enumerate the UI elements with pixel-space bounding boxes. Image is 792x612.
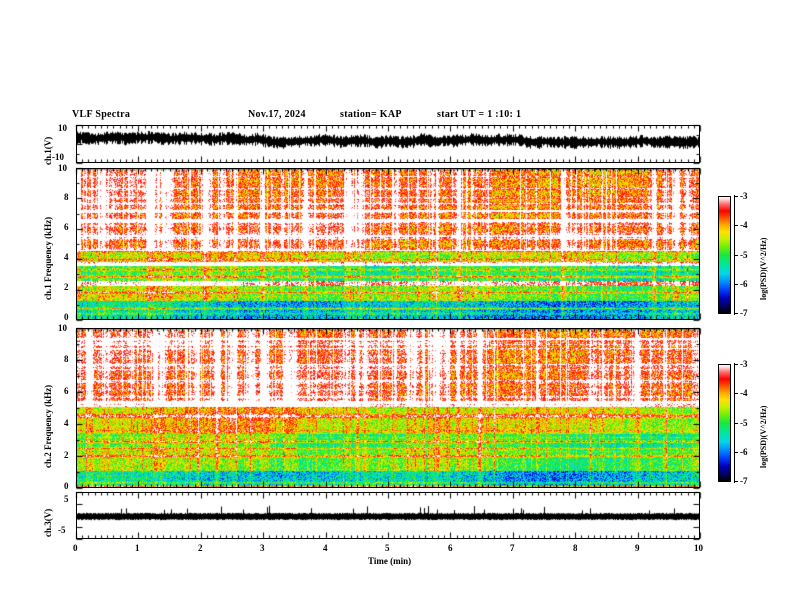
ch3-wave-tick-hi: 5	[64, 494, 69, 504]
cb2-tick-mark-1	[734, 393, 738, 394]
x-tick-5: 5	[385, 543, 390, 553]
cb1-tick-mark-2	[734, 255, 738, 256]
cb1-tick-label-5: -5	[740, 250, 748, 260]
ch1-spec-axis-label: ch.1 Frequency (kHz)	[43, 216, 53, 300]
ch2-spec-tick-4: 4	[64, 418, 69, 428]
colorbar-ch2	[718, 364, 731, 482]
x-tick-7: 7	[510, 543, 515, 553]
x-tick-1: 1	[135, 543, 140, 553]
x-tick-8: 8	[573, 543, 578, 553]
ch3-wave-tick-lo: -5	[58, 525, 66, 535]
header-date: Nov.17, 2024	[248, 109, 306, 120]
cb1-tick-mark-1	[734, 225, 738, 226]
ch1-spec-tick-10: 10	[58, 163, 67, 173]
cb2-tick-label-6: -6	[740, 447, 748, 457]
ch1-spec-tick-2: 2	[64, 282, 69, 292]
ch2-spectrogram-image	[77, 329, 699, 487]
cb2-tick-mark-4	[734, 481, 738, 482]
ch1-spec-tick-8: 8	[64, 192, 69, 202]
x-axis-label: Time (min)	[368, 556, 412, 566]
cb2-tick-label-5: -5	[740, 418, 748, 428]
x-tick-6: 6	[448, 543, 453, 553]
header-station: station= KAP	[340, 109, 402, 120]
cb1-tick-label-6: -6	[740, 279, 748, 289]
x-tick-4: 4	[323, 543, 328, 553]
cb2-tick-mark-3	[734, 452, 738, 453]
ch2-spec-tick-0: 0	[64, 481, 69, 491]
ch1-waveform-trace	[77, 126, 699, 162]
ch2-spec-tick-6: 6	[64, 386, 69, 396]
ch3-waveform-panel	[76, 492, 700, 539]
ch2-spec-axis-label: ch.2 Frequency (kHz)	[43, 384, 53, 468]
ch2-spec-tick-8: 8	[64, 354, 69, 364]
x-tick-3: 3	[260, 543, 265, 553]
ch1-wave-tick-hi: 10	[58, 123, 67, 133]
cb2-tick-mark-0	[734, 364, 738, 365]
colorbar-ch1-label: log(PSD)(V^2/Hz)	[759, 237, 768, 300]
x-tick-2: 2	[198, 543, 203, 553]
cb2-tick-label-7: -7	[740, 476, 748, 486]
ch1-wave-tick-lo: -10	[52, 152, 64, 162]
cb1-tick-label-4: -4	[740, 220, 748, 230]
cb1-tick-label-3: -3	[740, 191, 748, 201]
ch3-wave-axis-label: ch.3(V)	[43, 508, 53, 537]
ch1-spectrogram-image	[77, 169, 699, 319]
cb2-tick-label-3: -3	[740, 359, 748, 369]
page-title: VLF Spectra	[72, 109, 131, 120]
colorbar-ch2-label: log(PSD)(V^2/Hz)	[759, 405, 768, 468]
cb2-tick-mark-2	[734, 423, 738, 424]
colorbar-ch1	[718, 196, 731, 314]
cb1-tick-label-7: -7	[740, 308, 748, 318]
ch1-spectrogram-panel	[76, 168, 700, 320]
cb1-tick-mark-0	[734, 196, 738, 197]
cb1-tick-mark-3	[734, 284, 738, 285]
ch1-wave-axis-label: ch.1(V)	[43, 136, 53, 165]
ch2-spectrogram-panel	[76, 328, 700, 488]
ch1-spec-tick-6: 6	[64, 222, 69, 232]
x-tick-10: 10	[694, 543, 703, 553]
ch1-spec-tick-0: 0	[64, 312, 69, 322]
ch2-spec-tick-10: 10	[58, 323, 67, 333]
cb2-tick-label-4: -4	[740, 388, 748, 398]
ch3-waveform-trace	[77, 493, 699, 538]
x-tick-0: 0	[73, 543, 78, 553]
x-tick-9: 9	[635, 543, 640, 553]
ch1-spec-tick-4: 4	[64, 252, 69, 262]
ch1-waveform-panel	[76, 125, 700, 163]
header-start-ut: start UT = 1 :10: 1	[437, 109, 522, 120]
ch2-spec-tick-2: 2	[64, 450, 69, 460]
cb1-tick-mark-4	[734, 313, 738, 314]
